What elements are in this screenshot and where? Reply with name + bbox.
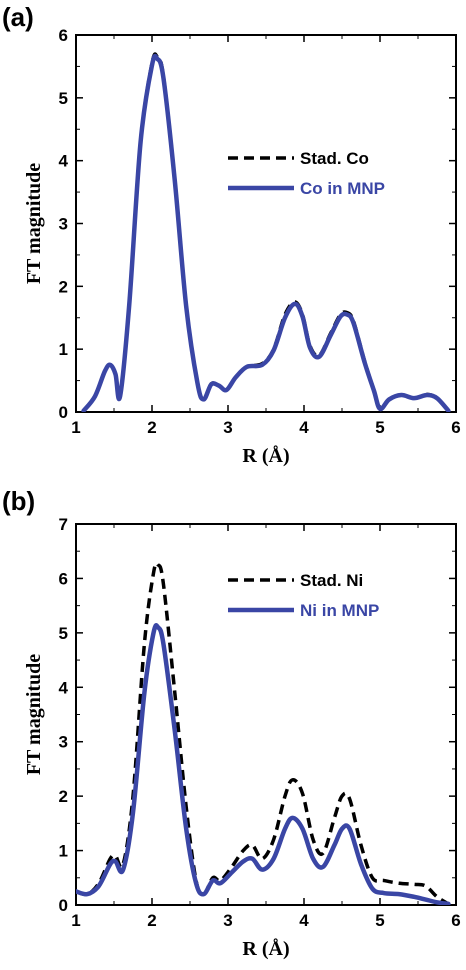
- y-tick-label: 0: [59, 403, 68, 422]
- y-tick-label: 1: [59, 340, 68, 359]
- panel-label: (a): [2, 2, 34, 32]
- x-tick-label: 4: [299, 418, 309, 437]
- x-tick-label: 5: [375, 911, 384, 930]
- series-line-ni-in-mnp: [76, 623, 451, 905]
- x-tick-label: 3: [223, 911, 232, 930]
- y-axis-title: FT magnitude: [23, 654, 45, 775]
- legend-label: Stad. Ni: [300, 571, 363, 590]
- x-tick-label: 6: [451, 911, 460, 930]
- y-tick-label: 0: [59, 896, 68, 915]
- y-tick-label: 1: [59, 842, 68, 861]
- y-tick-label: 3: [59, 215, 68, 234]
- x-tick-label: 3: [223, 418, 232, 437]
- series-line-co-in-mnp: [81, 53, 451, 412]
- y-tick-label: 4: [59, 678, 69, 697]
- y-tick-label: 2: [59, 787, 68, 806]
- series-line-stad-ni: [76, 561, 450, 905]
- x-tick-label: 6: [451, 418, 460, 437]
- y-tick-label: 5: [59, 624, 68, 643]
- x-axis-title: R (Å): [242, 937, 289, 960]
- x-axis-title: R (Å): [242, 444, 289, 467]
- y-tick-label: 6: [59, 569, 68, 588]
- x-tick-label: 2: [147, 418, 156, 437]
- legend-label: Co in MNP: [300, 179, 385, 198]
- y-tick-label: 3: [59, 733, 68, 752]
- series-line-stad-co: [82, 52, 450, 412]
- legend-label: Ni in MNP: [300, 601, 379, 620]
- legend-label: Stad. Co: [300, 149, 369, 168]
- y-tick-label: 5: [59, 89, 68, 108]
- y-tick-label: 6: [59, 26, 68, 45]
- x-tick-label: 2: [147, 911, 156, 930]
- panel-label: (b): [2, 486, 35, 516]
- x-tick-label: 4: [299, 911, 309, 930]
- x-tick-label: 1: [71, 418, 80, 437]
- y-tick-label: 2: [59, 277, 68, 296]
- y-axis-title: FT magnitude: [23, 163, 45, 284]
- x-tick-label: 1: [71, 911, 80, 930]
- y-tick-label: 4: [59, 152, 69, 171]
- x-tick-label: 5: [375, 418, 384, 437]
- y-tick-label: 7: [59, 515, 68, 534]
